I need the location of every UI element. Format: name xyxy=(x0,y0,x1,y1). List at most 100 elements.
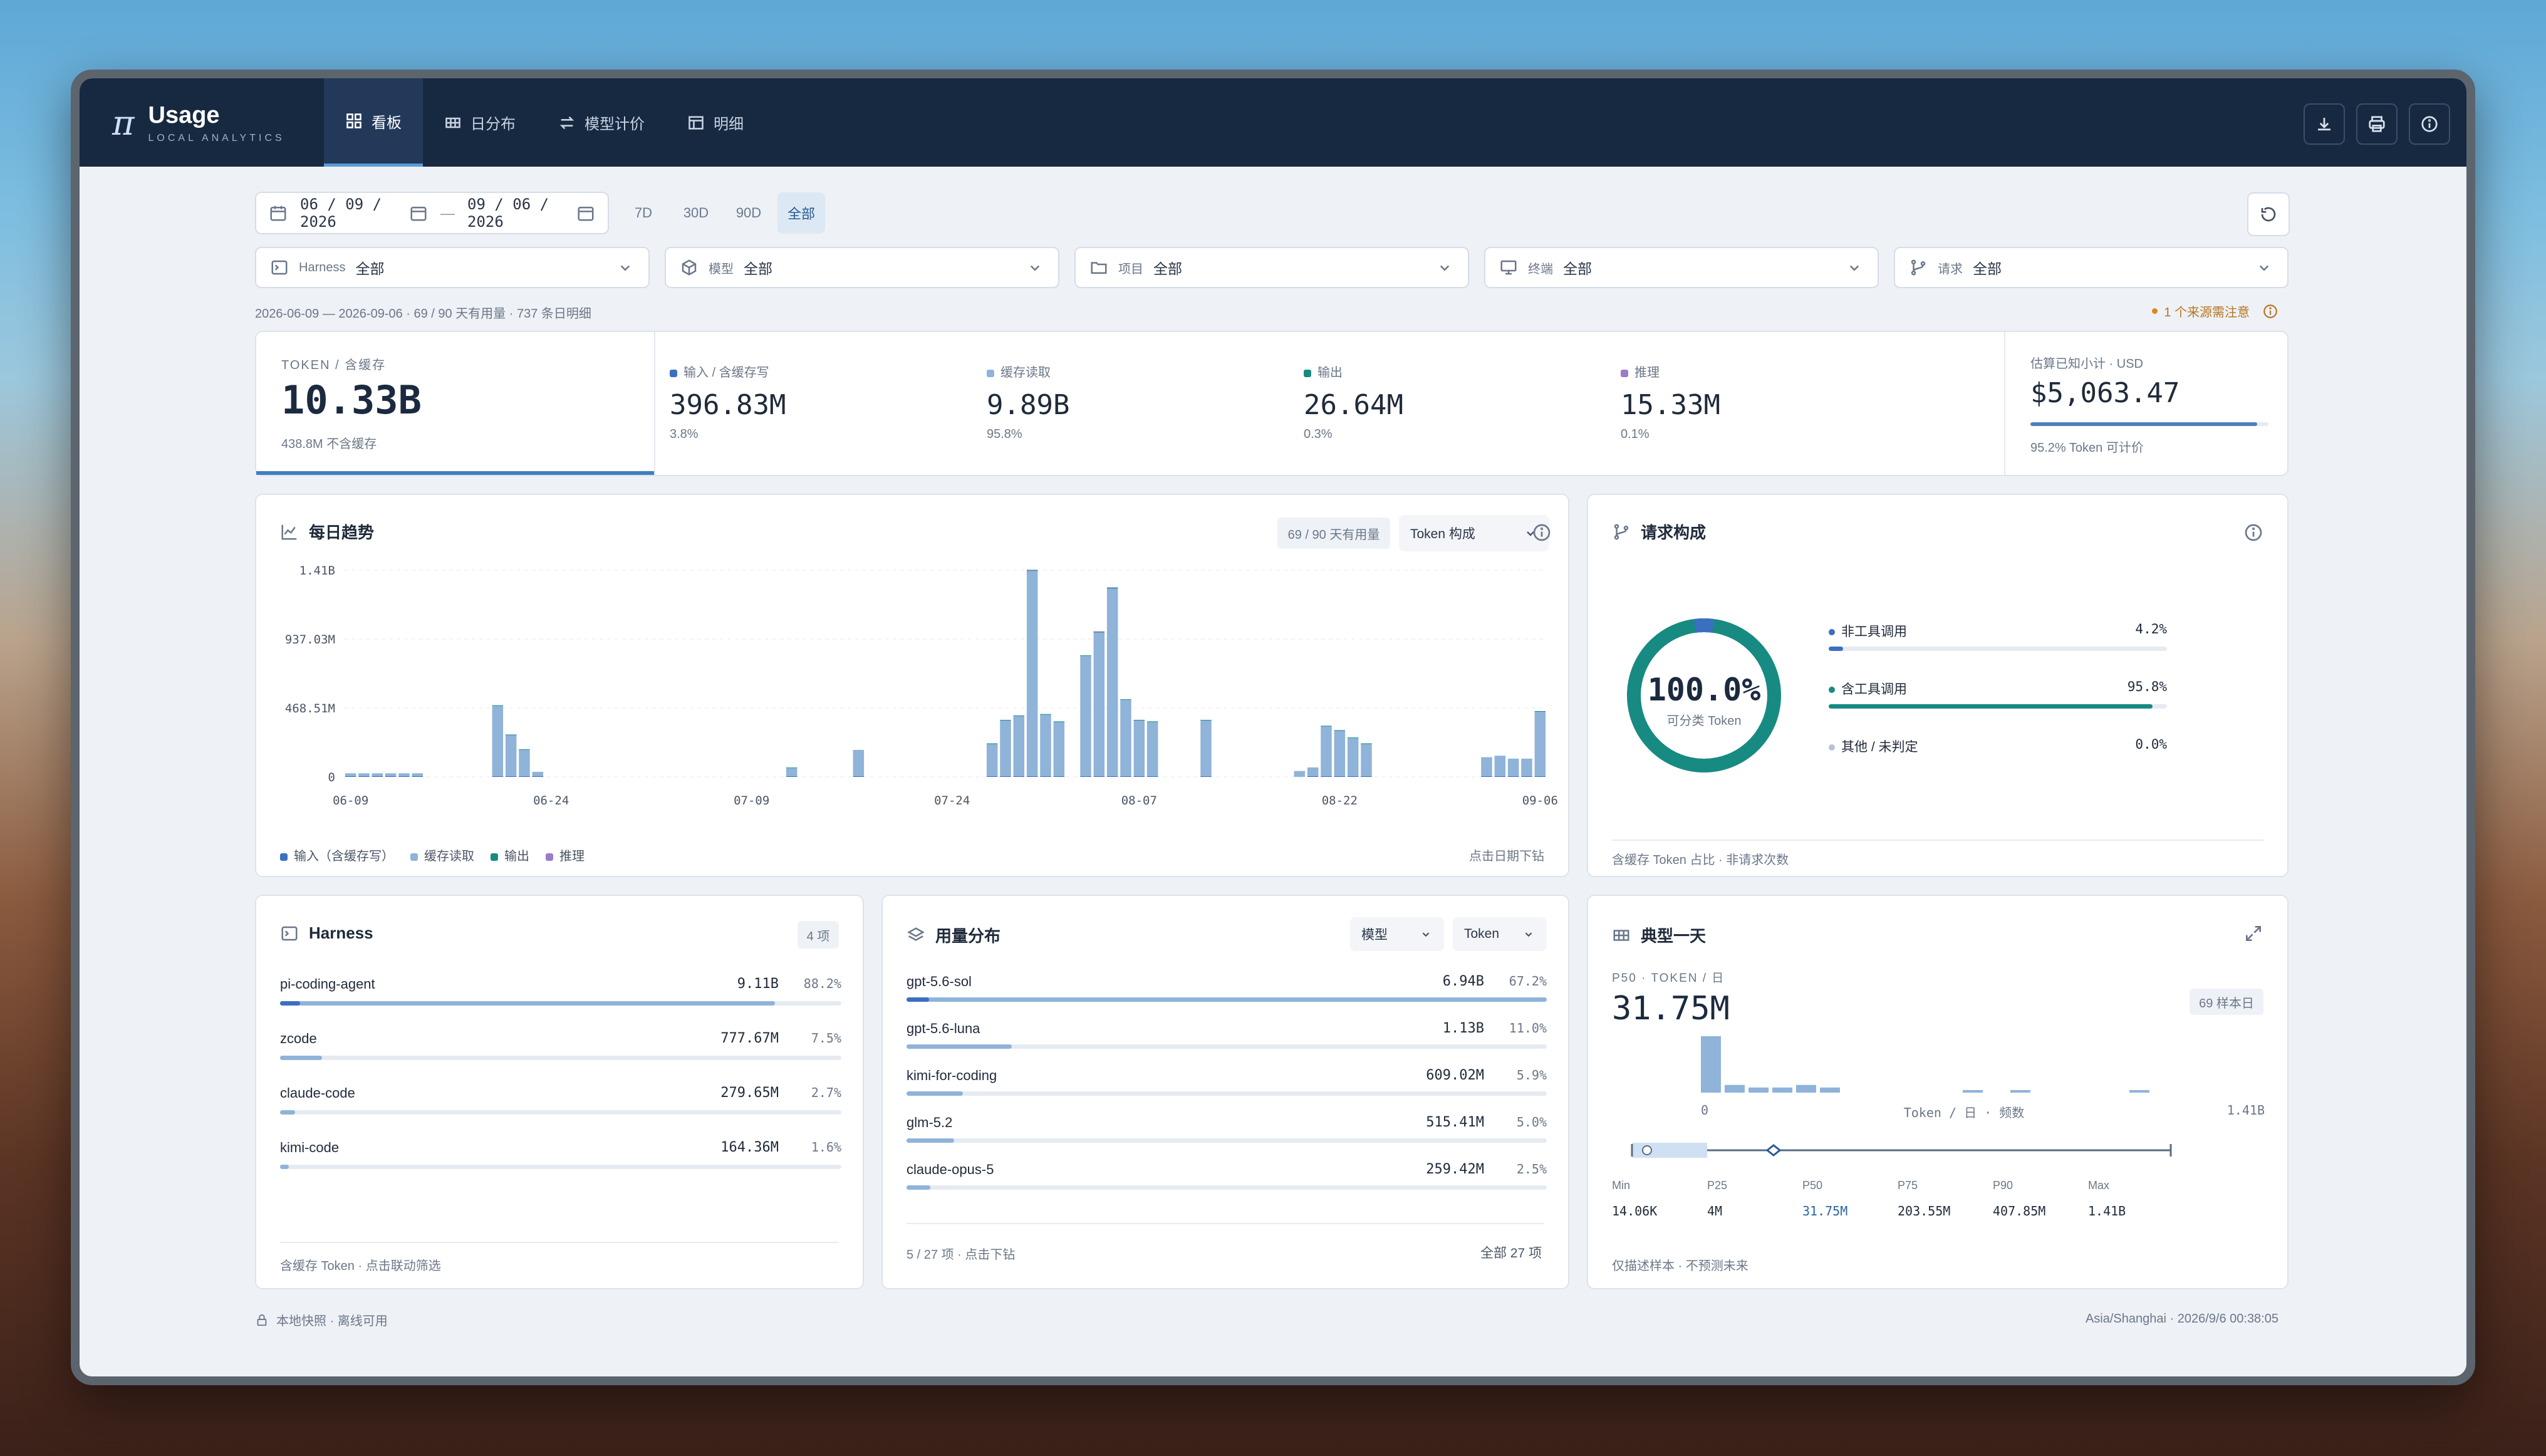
harness-row[interactable]: claude-code 279.65M 2.7% xyxy=(280,1085,841,1123)
range-30d-button[interactable]: 30D xyxy=(683,205,709,221)
chart-bar[interactable] xyxy=(519,749,530,750)
chart-bar[interactable] xyxy=(1521,776,1532,777)
chart-bar[interactable] xyxy=(1093,776,1105,777)
chart-bar[interactable] xyxy=(1053,721,1065,722)
chart-bar[interactable] xyxy=(519,776,530,777)
info-icon[interactable] xyxy=(2243,523,2263,543)
chart-bar[interactable] xyxy=(1481,757,1492,776)
legend-item[interactable]: 输出 xyxy=(491,846,529,864)
info-button[interactable] xyxy=(2409,103,2450,145)
chart-bar[interactable] xyxy=(1347,737,1359,739)
usage-row[interactable]: kimi-for-coding 609.02M 5.9% xyxy=(907,1068,1547,1103)
chart-bar[interactable] xyxy=(786,767,798,769)
chart-bar[interactable] xyxy=(1080,655,1091,657)
chart-bar[interactable] xyxy=(1120,776,1131,777)
harness-row[interactable]: pi-coding-agent 9.11B 88.2% xyxy=(280,976,841,1014)
chart-bar[interactable] xyxy=(412,776,423,777)
usage-row[interactable]: gpt-5.6-sol 6.94B 67.2% xyxy=(907,974,1547,1009)
chart-bar[interactable] xyxy=(345,773,356,776)
tab-daily-distribution[interactable]: 日分布 xyxy=(423,78,537,167)
usage-row[interactable]: gpt-5.6-luna 1.13B 11.0% xyxy=(907,1021,1547,1056)
chart-bar[interactable] xyxy=(1334,731,1346,776)
legend-item[interactable]: 缓存读取 xyxy=(410,846,474,864)
chart-bar[interactable] xyxy=(1013,716,1025,776)
chart-bar[interactable] xyxy=(398,776,410,777)
chart-bar[interactable] xyxy=(1307,776,1319,777)
chart-bar[interactable] xyxy=(385,773,397,776)
chart-bar[interactable] xyxy=(986,744,998,776)
kpi-item-input[interactable]: 输入 / 含缓存写 396.83M 3.8% xyxy=(670,362,983,442)
chart-bar[interactable] xyxy=(1146,776,1158,777)
chart-bar[interactable] xyxy=(505,734,517,736)
chart-bar[interactable] xyxy=(1294,771,1306,777)
request-item-other[interactable]: 其他 / 未判定 0.0% xyxy=(1829,737,2167,787)
chart-bar[interactable] xyxy=(1013,715,1025,717)
chart-bar[interactable] xyxy=(1507,776,1519,777)
chart-bar[interactable] xyxy=(1000,776,1011,777)
kpi-cost[interactable]: 估算已知小计 · USD $5,063.47 95.2% Token 可计价 xyxy=(2004,332,2289,475)
calendar-icon[interactable] xyxy=(409,204,428,222)
chart-bar[interactable] xyxy=(1133,776,1145,777)
chart-bar[interactable] xyxy=(1040,776,1051,777)
chart-bar[interactable] xyxy=(1026,571,1038,776)
request-filter-select[interactable]: 请求 全部 xyxy=(1894,247,2289,288)
chart-bar[interactable] xyxy=(1321,725,1332,727)
reset-button[interactable] xyxy=(2247,192,2290,236)
chart-bar[interactable] xyxy=(1146,721,1158,722)
harness-row[interactable]: kimi-code 164.36M 1.6% xyxy=(280,1140,841,1177)
chart-bar[interactable] xyxy=(1080,776,1091,777)
chart-bar[interactable] xyxy=(1106,588,1118,776)
chart-bar[interactable] xyxy=(519,749,530,776)
dimension-select[interactable]: 模型 xyxy=(1350,917,1444,951)
legend-item[interactable]: 推理 xyxy=(546,846,585,864)
chart-bar[interactable] xyxy=(1334,730,1346,731)
chart-bar[interactable] xyxy=(1481,776,1492,777)
chart-bar[interactable] xyxy=(1534,711,1546,712)
chart-bar[interactable] xyxy=(1347,776,1359,777)
calendar-icon[interactable] xyxy=(576,204,595,222)
chart-bar[interactable] xyxy=(1053,776,1065,777)
chart-bar[interactable] xyxy=(1106,776,1118,777)
chart-bar[interactable] xyxy=(345,776,356,777)
chart-bar[interactable] xyxy=(1200,720,1212,776)
chart-bar[interactable] xyxy=(372,773,383,776)
chart-bar[interactable] xyxy=(358,776,370,777)
chart-bar[interactable] xyxy=(1494,756,1506,776)
kpi-item-reasoning[interactable]: 推理 15.33M 0.1% xyxy=(1621,362,1934,442)
tab-dashboard[interactable]: 看板 xyxy=(324,78,423,167)
range-90d-button[interactable]: 90D xyxy=(735,205,762,221)
chart-bar[interactable] xyxy=(492,705,504,706)
chart-bar[interactable] xyxy=(505,776,517,777)
chart-bar[interactable] xyxy=(532,771,544,776)
chart-bar[interactable] xyxy=(1321,726,1332,776)
chart-bar[interactable] xyxy=(1133,720,1145,776)
chart-bar[interactable] xyxy=(1361,776,1372,777)
request-item-non-tool[interactable]: 非工具调用 4.2% xyxy=(1829,621,2167,672)
chart-bar[interactable] xyxy=(1040,714,1051,715)
range-7d-button[interactable]: 7D xyxy=(634,205,653,221)
chart-bar[interactable] xyxy=(1040,714,1051,776)
terminal-filter-select[interactable]: 终端 全部 xyxy=(1484,247,1879,288)
chart-bar[interactable] xyxy=(1053,722,1065,776)
chart-bar[interactable] xyxy=(1026,569,1038,571)
tab-details[interactable]: 明细 xyxy=(666,78,765,167)
chart-bar[interactable] xyxy=(398,773,410,776)
request-donut-chart[interactable] xyxy=(1619,611,1789,780)
chart-bar[interactable] xyxy=(986,776,998,777)
chart-bar[interactable] xyxy=(1494,776,1506,777)
chart-bar[interactable] xyxy=(412,773,423,776)
model-filter-select[interactable]: 模型 全部 xyxy=(665,247,1059,288)
chart-bar[interactable] xyxy=(1307,767,1319,776)
chart-bar[interactable] xyxy=(853,749,865,776)
chart-bar[interactable] xyxy=(1321,776,1332,777)
chart-bar[interactable] xyxy=(532,776,544,777)
info-icon[interactable] xyxy=(1532,523,1552,543)
kpi-item-output[interactable]: 输出 26.64M 0.3% xyxy=(1304,362,1617,442)
expand-icon[interactable] xyxy=(2243,923,2263,944)
chart-bar[interactable] xyxy=(1080,656,1091,776)
chart-bar[interactable] xyxy=(1200,776,1212,777)
chart-bar[interactable] xyxy=(853,776,865,777)
chart-bar[interactable] xyxy=(492,705,504,776)
chart-bar[interactable] xyxy=(1106,587,1118,588)
chart-bar[interactable] xyxy=(1093,632,1105,633)
